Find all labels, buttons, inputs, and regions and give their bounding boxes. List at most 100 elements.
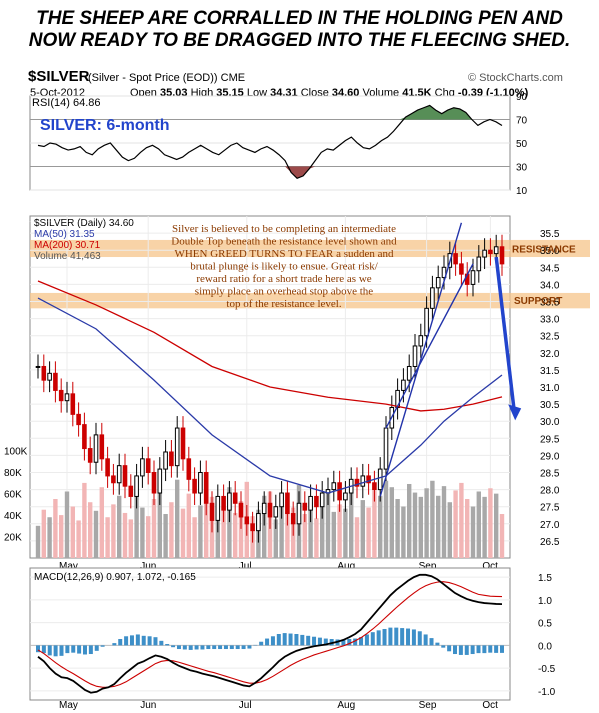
volume-bar [227, 487, 232, 558]
macd-histogram-bar [288, 633, 293, 646]
macd-histogram-bar [112, 643, 117, 646]
candle-body [488, 249, 493, 255]
macd-histogram-bar [59, 645, 64, 656]
volume-bar [215, 520, 220, 558]
stockcharts-brand[interactable]: © StockCharts.com [468, 72, 563, 84]
candle-body [412, 345, 418, 367]
volume-bar [378, 495, 383, 558]
candle-body [93, 434, 99, 463]
candle-body [58, 389, 64, 402]
macd-histogram-bar [194, 645, 199, 650]
price-tick-label: 27.5 [540, 503, 560, 514]
volume-tick-label: 60K [4, 490, 22, 501]
candle-body [209, 502, 215, 521]
candle-body [499, 246, 505, 265]
macd-histogram-bar [182, 645, 187, 650]
price-tick-label: 35.5 [540, 229, 560, 240]
volume-bar [360, 500, 365, 558]
candle-body [186, 458, 192, 480]
macd-histogram-bar [400, 628, 405, 646]
price-tick-label: 32.0 [540, 349, 560, 360]
macd-histogram-bar [494, 645, 499, 653]
candle-body [203, 472, 209, 504]
macd-histogram-bar [259, 641, 264, 646]
candle-body [105, 458, 110, 477]
rsi-tick-label: 90 [516, 92, 528, 103]
volume-bar [401, 506, 406, 558]
volume-bar [198, 505, 203, 558]
macd-histogram-bar [376, 630, 381, 646]
volume-bar [476, 491, 481, 558]
price-tick-label: 31.0 [540, 383, 560, 394]
candle-body [308, 495, 313, 511]
volume-bar [453, 490, 458, 558]
macd-histogram-bar [500, 645, 504, 653]
candle-body [406, 365, 412, 381]
macd-histogram-bar [65, 645, 70, 654]
candle-body [459, 263, 464, 275]
volume-bar [151, 499, 157, 558]
volume-bar [35, 525, 41, 558]
ma50-line [37, 297, 503, 494]
volume-bar [395, 499, 400, 558]
rsi-tick-label: 50 [516, 139, 528, 150]
rsi-tick-label: 70 [516, 116, 528, 127]
macd-histogram-bar [276, 634, 281, 646]
annotation-line: reward ratio for a short trade here as w… [196, 273, 371, 285]
candle-body [366, 475, 371, 484]
macd-histogram-bar [141, 635, 146, 646]
rsi-annotation: SILVER: 6-month [40, 117, 169, 134]
resistance-label: RESISTANCE [512, 244, 576, 255]
volume-bar [192, 517, 197, 558]
volume-tick-label: 40K [4, 511, 22, 522]
volume-bar [175, 479, 180, 558]
candle-body [337, 482, 342, 501]
macd-histogram-bar [165, 644, 170, 646]
macd-histogram-bar [176, 645, 181, 650]
macd-histogram-bar [159, 640, 164, 646]
price-tick-label: 33.0 [540, 315, 560, 326]
macd-histogram-bar [294, 634, 299, 646]
candle-body [198, 472, 203, 494]
macd-month-label: Oct [482, 700, 498, 711]
volume-bar [117, 495, 122, 558]
channel-upper-line [379, 222, 463, 497]
candle-body [360, 475, 366, 487]
volume-bar [41, 509, 46, 558]
macd-tick-label: -1.0 [538, 687, 556, 698]
candle-body [418, 335, 424, 347]
price-month-label: May [59, 561, 78, 572]
price-tick-label: 26.5 [540, 537, 560, 548]
volume-bar [70, 506, 75, 558]
macd-histogram-bar [359, 637, 364, 646]
macd-histogram-bar [429, 638, 434, 646]
volume-bar [349, 492, 354, 558]
macd-histogram-bar [153, 637, 158, 646]
candle-body [163, 451, 168, 470]
rsi-title: RSI(14) 64.86 [32, 97, 100, 109]
price-tick-label: 30.0 [540, 417, 560, 428]
volume-bar [372, 490, 377, 558]
annotation-source: Silver is believed to be completing an i… [5, 220, 140, 223]
price-month-label: Sep [419, 561, 437, 572]
macd-histogram-bar [411, 629, 416, 646]
volume-bar [430, 480, 435, 558]
volume-bar [459, 482, 464, 558]
volume-bar [204, 489, 209, 558]
price-month-label: Jun [140, 561, 156, 572]
candle-body [47, 372, 52, 381]
candle-body [453, 253, 458, 265]
volume-bar [221, 506, 226, 558]
volume-bar [140, 507, 145, 558]
macd-histogram-bar [476, 645, 481, 654]
candle-body [250, 523, 255, 532]
volume-bar [470, 506, 476, 558]
price-tick-label: 31.5 [540, 366, 560, 377]
macd-tick-label: 1.0 [538, 596, 552, 607]
candle-body [169, 451, 174, 467]
macd-tick-label: 0.5 [538, 619, 552, 630]
rsi-tick-label: 10 [516, 186, 528, 197]
volume-bar [320, 494, 325, 558]
volume-bar [233, 512, 238, 558]
